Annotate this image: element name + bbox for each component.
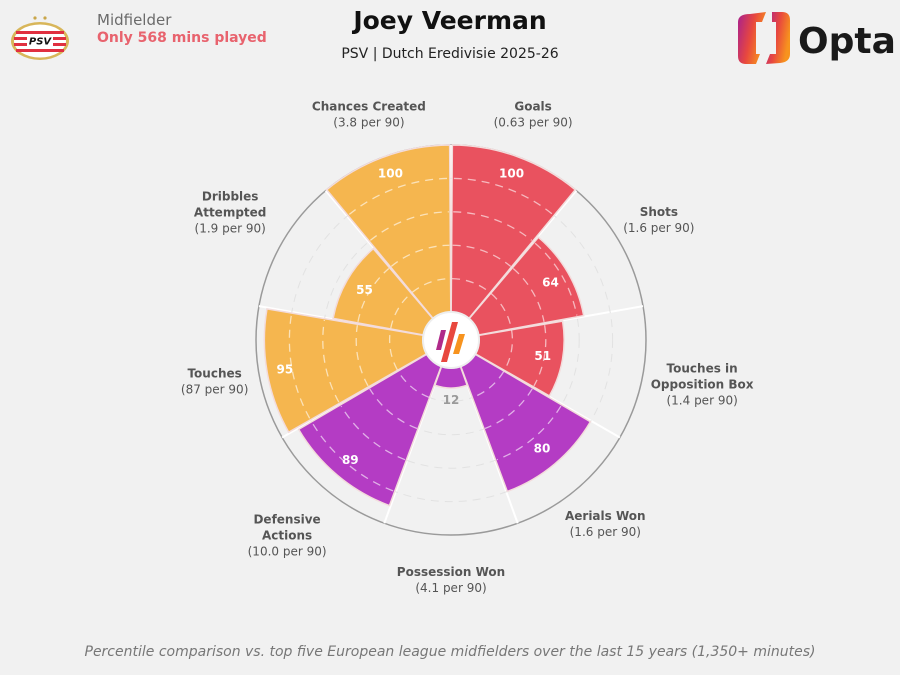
center-hub [422,311,480,369]
category-per90: (1.6 per 90) [570,525,641,539]
category-label: Chances Created (3.8 per 90) [312,99,426,129]
player-position: Midfielder [97,11,172,29]
value-label: 55 [356,283,373,297]
category-per90: (1.6 per 90) [623,221,694,235]
bar-grid-arc [452,277,491,293]
value-label: 80 [534,441,551,455]
grid-ring [322,211,580,469]
bar-grid-arc [411,277,450,293]
category-label: Touches in Opposition Box (1.4 per 90) [651,361,754,407]
category-per90: (3.8 per 90) [333,115,404,129]
bar-grid-arc [512,267,545,323]
value-label: 51 [534,349,551,363]
value-label: 64 [542,276,559,290]
bar-grid-arc [472,371,505,398]
category-label: Shots (1.6 per 90) [623,205,694,235]
psv-club-badge: PSV [11,16,69,60]
bar-grid-arc [369,211,449,241]
bar-grid-arc [340,405,406,461]
player-name-title: Joey Veerman [353,6,547,35]
bar-grid-arc [390,293,412,329]
category-name: Aerials Won [565,509,646,523]
opta-logo: Opta [738,12,896,64]
value-label: 95 [277,362,294,376]
svg-text:Opta: Opta [798,21,896,62]
value-label: 100 [378,167,403,181]
category-name: Shots [640,205,678,219]
bar-grid-arc [490,293,512,329]
bar-grid-arc [369,388,418,430]
svg-text:PSV: PSV [29,37,53,48]
value-label: 12 [443,393,460,407]
value-label: 89 [342,453,359,467]
category-label: Aerials Won (1.6 per 90) [565,509,646,539]
category-name: Chances Created [312,99,426,113]
category-per90: (0.63 per 90) [494,115,573,129]
category-name: Touches [187,367,241,381]
category-name: Actions [262,528,312,542]
bar-grid-arc [484,388,533,430]
category-label: Touches (87 per 90) [181,367,248,397]
footnote: Percentile comparison vs. top five Europ… [84,644,816,660]
bar-grid-arc [534,242,578,316]
category-label: Dribbles Attempted (1.9 per 90) [194,190,266,236]
category-name: Opposition Box [651,377,754,391]
category-name: Dribbles [202,190,259,204]
bar-grid-arc [453,211,533,241]
bar-grid-arc [504,330,514,371]
category-name: Goals [514,99,551,113]
category-per90: (10.0 per 90) [248,544,327,558]
bar-grid-arc [355,325,369,387]
category-per90: (1.9 per 90) [195,222,266,236]
bar-grid-arc [397,371,430,398]
team-league-subtitle: PSV | Dutch Eredivisie 2025-26 [341,46,559,62]
bar-grid-arc [390,244,450,267]
bar-grid-arc [322,319,340,403]
category-label: Defensive Actions (10.0 per 90) [248,512,327,558]
category-name: Attempted [194,206,266,220]
category-per90: (4.1 per 90) [415,581,486,595]
category-name: Possession Won [397,565,505,579]
bar-grid-arc [388,330,398,371]
category-per90: (1.4 per 90) [666,393,737,407]
category-name: Defensive [253,512,320,526]
category-name: Touches in [667,361,738,375]
bar-grid-arc [357,267,390,323]
category-per90: (87 per 90) [181,383,248,397]
bar-grid-arc [496,405,562,461]
minutes-played-note: Only 568 mins played [97,30,267,46]
category-label: Goals (0.63 per 90) [494,99,573,129]
value-label: 100 [499,167,524,181]
category-label: Possession Won (4.1 per 90) [397,565,505,595]
bar-grid-arc [452,244,512,267]
bar-grid-arc [533,325,547,387]
opta-mark-icon [436,322,465,362]
